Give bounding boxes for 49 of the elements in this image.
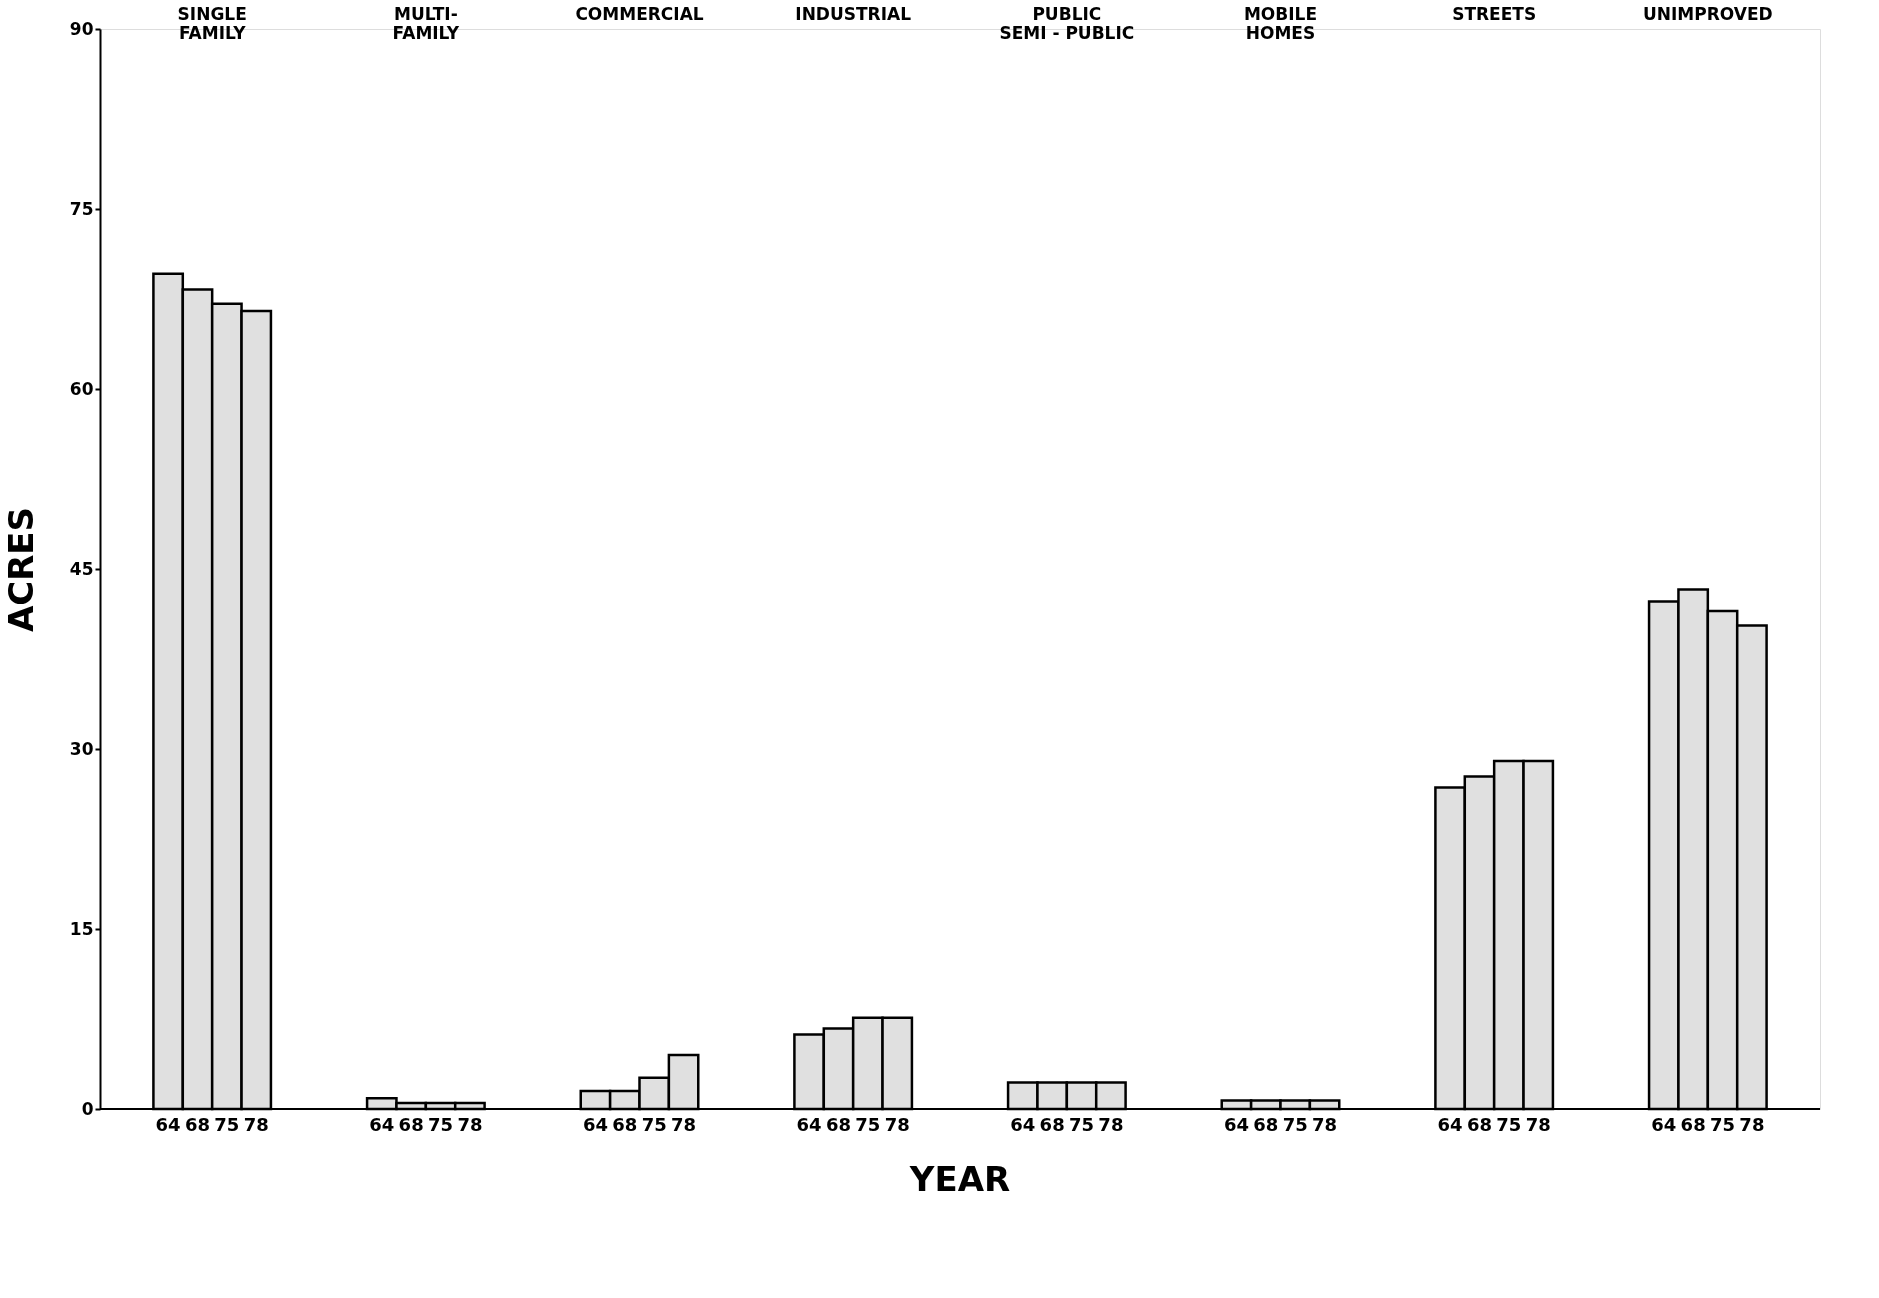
text: 78 bbox=[1312, 1114, 1338, 1135]
text: 78 bbox=[457, 1114, 483, 1135]
y-axis-title: ACRES bbox=[0, 506, 41, 633]
text: 64 bbox=[1651, 1114, 1677, 1135]
x-tick-label: STREETS bbox=[1452, 3, 1537, 24]
series-label: 78 bbox=[243, 1114, 269, 1135]
text: 68 bbox=[1680, 1114, 1706, 1135]
series-label: 68 bbox=[184, 1114, 211, 1135]
text: 64 bbox=[582, 1114, 608, 1135]
x-tick-label: COMMERCIAL bbox=[575, 3, 704, 24]
y-tick-label: 75 bbox=[69, 198, 94, 219]
y-tick-label: 15 bbox=[69, 918, 94, 939]
text: 64 bbox=[1010, 1114, 1036, 1135]
text: 78 bbox=[1739, 1114, 1765, 1135]
text: 68 bbox=[612, 1114, 638, 1135]
text: 75 bbox=[855, 1114, 881, 1135]
text: 75 bbox=[1282, 1114, 1308, 1135]
x-tick-label: MOBILE HOMES bbox=[1243, 3, 1318, 43]
text: 64 bbox=[369, 1114, 395, 1135]
text: 64 bbox=[796, 1114, 822, 1135]
y-tick-label: 60 bbox=[69, 378, 94, 399]
y-tick-label: 90 bbox=[69, 18, 94, 39]
text: 78 bbox=[1098, 1114, 1124, 1135]
y-tick-label: 45 bbox=[69, 558, 94, 579]
x-axis-title: YEAR bbox=[908, 1159, 1011, 1199]
text: 78 bbox=[1525, 1114, 1551, 1135]
text: 75 bbox=[1496, 1114, 1522, 1135]
text: 68 bbox=[1039, 1114, 1065, 1135]
text: 75 bbox=[428, 1114, 454, 1135]
text: 64 bbox=[1437, 1114, 1463, 1135]
x-tick-label: UNIMPROVED bbox=[1642, 3, 1773, 24]
x-tick-label: MULTI- FAMILY bbox=[392, 3, 460, 43]
text: 68 bbox=[1253, 1114, 1279, 1135]
text: 75 bbox=[1068, 1114, 1095, 1135]
x-tick-label: SINGLE FAMILY bbox=[177, 3, 247, 43]
text: 68 bbox=[825, 1114, 852, 1135]
text: 68 bbox=[1466, 1114, 1492, 1135]
text: 75 bbox=[1709, 1114, 1736, 1135]
text: 78 bbox=[671, 1114, 697, 1135]
series-label: 64 bbox=[155, 1114, 181, 1135]
text: 64 bbox=[1223, 1114, 1249, 1135]
x-tick-label: PUBLIC SEMI - PUBLIC bbox=[999, 3, 1135, 43]
y-tick-label: 0 bbox=[81, 1098, 94, 1119]
text: 75 bbox=[641, 1114, 667, 1135]
text: 68 bbox=[398, 1114, 424, 1135]
text: 78 bbox=[884, 1114, 910, 1135]
series-label: 75 bbox=[214, 1114, 240, 1135]
y-tick-label: 30 bbox=[69, 738, 94, 759]
x-tick-label: INDUSTRIAL bbox=[795, 3, 912, 24]
